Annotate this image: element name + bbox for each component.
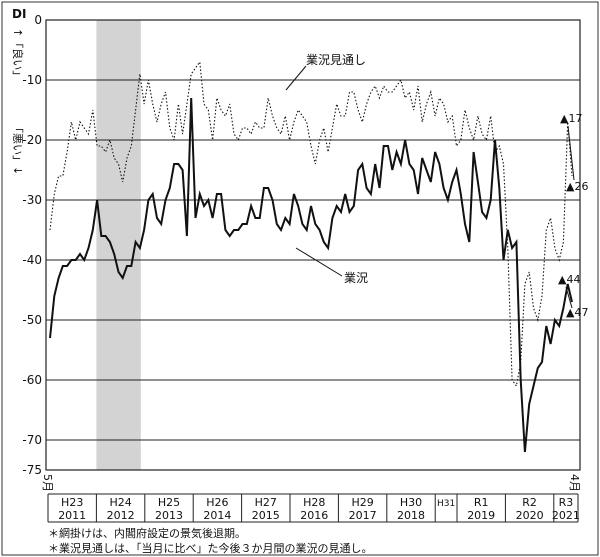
- y-tick-label: -40: [22, 253, 42, 267]
- footnote-2: ＊業況見通しは、「当月に比べ」た今後３か月間の業況の見通し。: [48, 541, 373, 555]
- year-ad-label: 2021: [552, 509, 580, 522]
- year-era-label: H29: [351, 496, 373, 509]
- end-label-gyokyo-2: ▲47: [566, 306, 588, 319]
- x-end-label: 4月: [568, 474, 581, 492]
- year-era-label: H28: [303, 496, 325, 509]
- series-label-gyokyo: 業況: [344, 270, 368, 285]
- y-axis-title: DI: [12, 7, 26, 21]
- year-ad-label: 2013: [155, 509, 183, 522]
- series-label-mitooshi: 業況見通し: [306, 52, 366, 67]
- end-label-mitooshi-2: ▲26: [566, 180, 588, 193]
- year-era-label: H23: [61, 496, 83, 509]
- y-tick-label: -75: [22, 463, 42, 477]
- year-ad-label: 2017: [349, 509, 377, 522]
- year-era-label: H30: [400, 496, 422, 509]
- year-ad-label: 2019: [467, 509, 495, 522]
- end-label-gyokyo-1: ▲44: [558, 273, 580, 286]
- y-tick-label: -70: [22, 433, 42, 447]
- year-ad-label: 2014: [203, 509, 231, 522]
- year-era-label: R2: [522, 496, 537, 509]
- year-ad-label: 2020: [516, 509, 544, 522]
- y-side-label-bad: 「悪い」↓: [11, 122, 24, 175]
- series-line-mitooshi: [49, 60, 573, 388]
- plot-border: [45, 19, 581, 471]
- y-tick-label: 0: [34, 13, 42, 27]
- end-arrow-mitooshi: [567, 125, 575, 181]
- year-ad-label: 2012: [107, 509, 135, 522]
- year-ad-label: 2011: [58, 509, 86, 522]
- x-start-label: 5月: [41, 474, 54, 492]
- end-arrow-gyokyo: [565, 286, 573, 309]
- y-tick-label: -60: [22, 373, 42, 387]
- year-era-label: H27: [255, 496, 277, 509]
- year-era-label: R1: [474, 496, 489, 509]
- year-ad-label: 2018: [397, 509, 425, 522]
- y-tick-label: -50: [22, 313, 42, 327]
- end-label-mitooshi-1: ▲17: [560, 112, 582, 125]
- year-ad-label: 2015: [252, 509, 280, 522]
- recession-shading: [96, 20, 141, 470]
- year-era-label: H25: [158, 496, 180, 509]
- series-leader-gyokyo: [295, 247, 343, 277]
- series-line-gyokyo: [49, 97, 573, 453]
- year-ad-label: 2016: [300, 509, 328, 522]
- year-era-label: H31: [437, 499, 455, 509]
- y-side-label-good: ↑「良い」: [11, 28, 25, 81]
- y-tick-label: -10: [22, 73, 42, 87]
- y-tick-label: -20: [22, 133, 42, 147]
- series-leader-mitooshi: [285, 65, 307, 91]
- year-era-label: R3: [559, 496, 574, 509]
- year-era-label: H24: [109, 496, 131, 509]
- y-tick-label: -30: [22, 193, 42, 207]
- footnote-1: ＊網掛けは、内閣府設定の景気後退期。: [48, 526, 246, 540]
- year-era-label: H26: [206, 496, 228, 509]
